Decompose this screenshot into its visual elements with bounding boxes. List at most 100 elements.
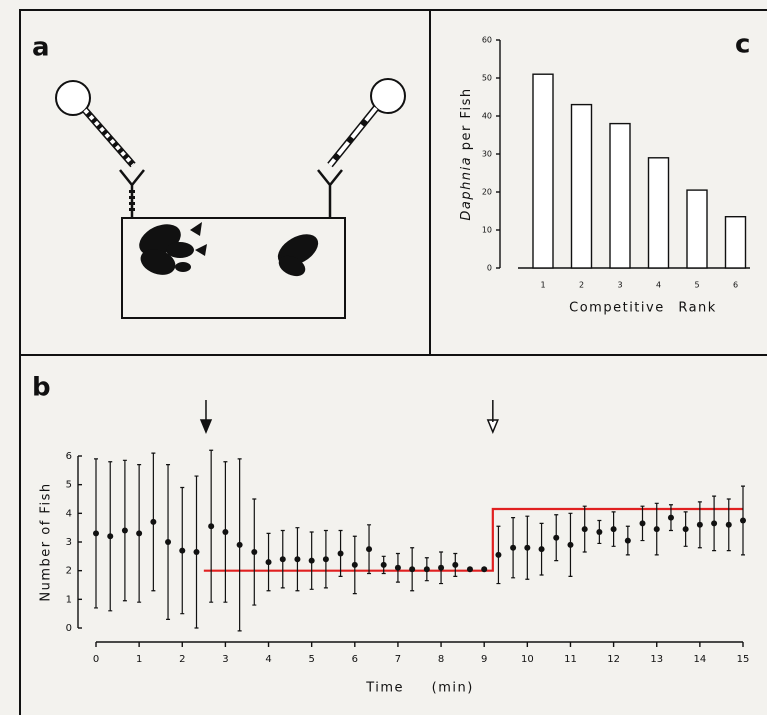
y-tick-label: 2 xyxy=(66,566,72,577)
data-point xyxy=(495,551,502,558)
data-point xyxy=(596,528,603,535)
x-axis-label: Time (min) xyxy=(365,681,474,696)
y-tick-label: 6 xyxy=(66,451,72,462)
bar xyxy=(532,73,554,269)
data-point xyxy=(366,546,373,553)
x-tick-label: 9 xyxy=(481,654,487,665)
arrow xyxy=(199,400,213,434)
x-tick-label: 6 xyxy=(733,281,738,290)
bar xyxy=(570,103,593,269)
x-tick-label: 4 xyxy=(265,654,271,665)
y-tick-label: 4 xyxy=(66,508,72,519)
x-tick-label: 1 xyxy=(136,654,142,665)
x-tick-label: 0 xyxy=(93,654,99,665)
data-point xyxy=(423,566,430,573)
data-point xyxy=(510,544,517,551)
x-tick-label: 3 xyxy=(617,281,622,290)
x-axis-label: Competitive Rank xyxy=(569,301,717,316)
data-point xyxy=(610,526,617,533)
data-point xyxy=(481,566,488,573)
x-tick-label: 15 xyxy=(737,654,750,665)
step-line xyxy=(203,507,743,572)
x-tick-label: 7 xyxy=(395,654,401,665)
data-point xyxy=(624,537,631,544)
y-tick-label: 30 xyxy=(482,150,492,159)
data-point xyxy=(538,546,545,553)
data-point xyxy=(150,518,157,525)
data-point xyxy=(394,564,401,571)
panel-label: b xyxy=(32,373,51,403)
y-tick-label: 5 xyxy=(66,480,72,491)
data-point xyxy=(653,526,660,533)
data-point xyxy=(409,566,416,573)
data-point xyxy=(294,556,301,563)
data-point xyxy=(251,549,258,556)
x-tick-label: 4 xyxy=(656,281,661,290)
bar xyxy=(724,215,747,269)
data-point xyxy=(553,534,560,541)
x-tick-label: 8 xyxy=(438,654,444,665)
bar xyxy=(686,189,708,269)
y-tick-label: 10 xyxy=(482,226,492,235)
y-axis-label: Number of Fish xyxy=(39,482,54,601)
data-point xyxy=(107,533,114,540)
data-point xyxy=(322,556,329,563)
data-point xyxy=(438,564,445,571)
x-tick-label: 6 xyxy=(352,654,358,665)
data-point xyxy=(380,561,387,568)
data-point xyxy=(466,566,473,573)
bar xyxy=(647,157,670,269)
data-point xyxy=(279,556,286,563)
bar xyxy=(609,122,631,269)
data-point xyxy=(725,521,732,528)
data-point xyxy=(165,539,172,545)
y-tick-label: 60 xyxy=(482,36,492,45)
x-tick-label: 14 xyxy=(693,654,706,665)
data-point xyxy=(581,526,588,533)
data-point xyxy=(452,561,459,568)
arrow xyxy=(486,400,499,434)
x-tick-label: 11 xyxy=(564,654,577,665)
y-tick-label: 50 xyxy=(482,74,492,83)
data-point xyxy=(265,559,272,566)
data-point xyxy=(337,550,344,557)
data-point xyxy=(236,541,243,548)
y-tick-label: 1 xyxy=(66,594,72,605)
x-tick-label: 5 xyxy=(308,654,314,665)
data-point xyxy=(308,557,315,564)
x-tick-label: 1 xyxy=(540,281,545,290)
data-point xyxy=(193,549,200,556)
data-point xyxy=(136,530,143,537)
x-tick-label: 13 xyxy=(650,654,663,665)
apparatus-diagram xyxy=(55,78,406,319)
y-tick-label: 0 xyxy=(66,623,72,634)
data-point xyxy=(121,527,128,534)
frame xyxy=(19,9,767,715)
y-tick-label: 3 xyxy=(66,537,72,548)
y-axis-label-rest: per Fish xyxy=(459,87,474,150)
data-point xyxy=(682,526,689,533)
panel-label: a xyxy=(32,33,50,63)
x-tick-label: 2 xyxy=(579,281,584,290)
x-tick-label: 12 xyxy=(607,654,620,665)
y-axis-label: Daphnia per Fish xyxy=(459,87,474,220)
data-point xyxy=(696,521,703,528)
y-tick-label: 40 xyxy=(482,112,492,121)
data-point xyxy=(524,544,531,551)
data-point xyxy=(639,520,646,527)
x-tick-label: 5 xyxy=(694,281,699,290)
data-point xyxy=(208,523,215,530)
x-tick-label: 2 xyxy=(179,654,185,665)
y-tick-label: 0 xyxy=(487,264,492,273)
x-tick-label: 3 xyxy=(222,654,228,665)
data-point xyxy=(93,530,99,537)
data-point xyxy=(711,520,718,527)
data-point xyxy=(667,514,674,521)
data-point xyxy=(179,547,186,554)
data-point xyxy=(567,541,574,548)
panel-label: c xyxy=(735,30,750,60)
data-point xyxy=(351,561,358,568)
y-tick-label: 20 xyxy=(482,188,492,197)
data-point xyxy=(222,528,229,535)
y-axis-label-italic: Daphnia xyxy=(459,156,474,221)
